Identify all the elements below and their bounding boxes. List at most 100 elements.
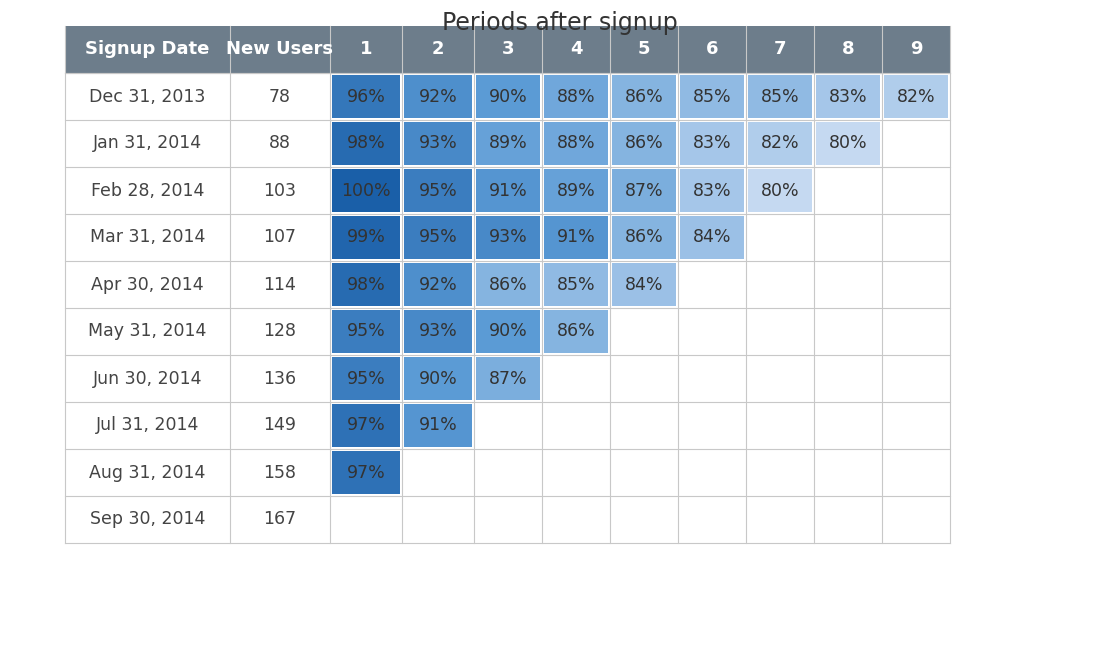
Bar (65, 214, 230, 261)
Bar (883, 26, 950, 73)
Text: 83%: 83% (692, 135, 731, 152)
Bar (332, 263, 400, 306)
Bar (65, 308, 230, 355)
Text: 2: 2 (431, 40, 445, 58)
Text: 83%: 83% (692, 181, 731, 200)
Bar (332, 451, 400, 494)
Text: 5: 5 (637, 40, 651, 58)
Bar (612, 122, 676, 165)
Text: 89%: 89% (557, 181, 596, 200)
Text: 128: 128 (263, 323, 297, 340)
Text: 92%: 92% (419, 275, 457, 294)
Text: 91%: 91% (419, 417, 457, 435)
Bar (748, 122, 812, 165)
Bar (542, 26, 610, 73)
Bar (230, 261, 330, 308)
Text: 98%: 98% (346, 275, 385, 294)
Text: 95%: 95% (419, 181, 457, 200)
Bar (544, 169, 608, 212)
Bar (544, 75, 608, 118)
Bar (230, 402, 330, 449)
Text: 88%: 88% (557, 135, 596, 152)
Text: 96%: 96% (346, 87, 385, 106)
Bar (680, 216, 744, 259)
Bar (332, 216, 400, 259)
Text: 4: 4 (570, 40, 582, 58)
Bar (230, 214, 330, 261)
Bar (404, 169, 472, 212)
Text: 89%: 89% (488, 135, 528, 152)
Text: 86%: 86% (625, 87, 663, 106)
Text: 85%: 85% (760, 87, 800, 106)
Bar (230, 120, 330, 167)
Bar (230, 496, 330, 543)
Bar (544, 216, 608, 259)
Text: 85%: 85% (692, 87, 731, 106)
Text: 9: 9 (909, 40, 922, 58)
Bar (476, 357, 540, 400)
Text: New Users: New Users (226, 40, 334, 58)
Text: 92%: 92% (419, 87, 457, 106)
Text: 95%: 95% (419, 229, 457, 246)
Bar (404, 75, 472, 118)
Bar (476, 310, 540, 353)
Text: Mar 31, 2014: Mar 31, 2014 (90, 229, 205, 246)
Text: 107: 107 (263, 229, 297, 246)
Text: 91%: 91% (557, 229, 596, 246)
Text: Aug 31, 2014: Aug 31, 2014 (90, 463, 206, 481)
Text: 85%: 85% (557, 275, 596, 294)
Bar (612, 75, 676, 118)
Text: 93%: 93% (419, 323, 457, 340)
Bar (230, 167, 330, 214)
Bar (404, 404, 472, 447)
Bar (476, 263, 540, 306)
Bar (544, 122, 608, 165)
Text: 86%: 86% (557, 323, 596, 340)
Bar (65, 73, 230, 120)
Bar (748, 169, 812, 212)
Text: 91%: 91% (488, 181, 528, 200)
Text: 88%: 88% (557, 87, 596, 106)
Text: 93%: 93% (488, 229, 528, 246)
Text: 86%: 86% (488, 275, 528, 294)
Bar (402, 26, 474, 73)
Bar (65, 167, 230, 214)
Text: Periods after signup: Periods after signup (442, 11, 678, 35)
Text: 90%: 90% (488, 87, 528, 106)
Text: 88: 88 (269, 135, 291, 152)
Bar (476, 169, 540, 212)
Text: 80%: 80% (829, 135, 867, 152)
Bar (332, 310, 400, 353)
Bar (404, 263, 472, 306)
Bar (748, 75, 812, 118)
Text: 95%: 95% (346, 369, 385, 388)
Text: 82%: 82% (897, 87, 935, 106)
Bar (65, 496, 230, 543)
Text: Jan 31, 2014: Jan 31, 2014 (93, 135, 202, 152)
Bar (332, 357, 400, 400)
Bar (612, 169, 676, 212)
Bar (404, 122, 472, 165)
Bar (230, 449, 330, 496)
Bar (65, 120, 230, 167)
Bar (404, 357, 472, 400)
Bar (746, 26, 814, 73)
Bar (332, 75, 400, 118)
Bar (476, 122, 540, 165)
Text: 7: 7 (774, 40, 786, 58)
Bar (332, 404, 400, 447)
Text: May 31, 2014: May 31, 2014 (88, 323, 207, 340)
Text: 86%: 86% (625, 135, 663, 152)
Text: Dec 31, 2013: Dec 31, 2013 (90, 87, 206, 106)
Bar (65, 261, 230, 308)
Bar (230, 26, 330, 73)
Bar (612, 263, 676, 306)
Text: Sep 30, 2014: Sep 30, 2014 (90, 511, 205, 529)
Text: 149: 149 (263, 417, 297, 435)
Text: Feb 28, 2014: Feb 28, 2014 (91, 181, 204, 200)
Bar (816, 75, 880, 118)
Bar (65, 449, 230, 496)
Text: Signup Date: Signup Date (85, 40, 209, 58)
Bar (544, 263, 608, 306)
Text: 99%: 99% (346, 229, 385, 246)
